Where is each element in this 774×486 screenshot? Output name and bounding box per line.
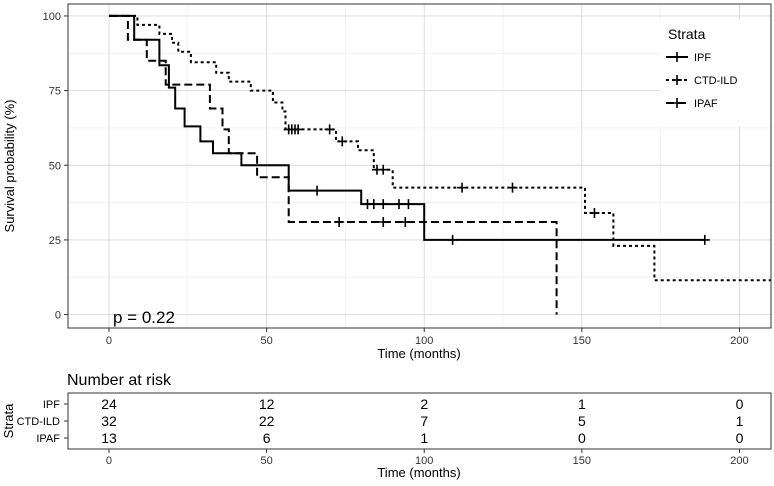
- risk-value-1-3: 5: [578, 413, 586, 429]
- y-tick-label-0: 0: [55, 310, 61, 322]
- risk-value-2-3: 0: [578, 430, 586, 446]
- x-tick-label-0: 0: [106, 335, 112, 347]
- legend-label-1: CTD-ILD: [694, 75, 737, 87]
- x-tick-label-2: 100: [415, 335, 433, 347]
- risk-table-title: Number at risk: [67, 372, 172, 389]
- legend-key-cross-1: [672, 75, 682, 85]
- censor-mark-ipf-0: [312, 185, 323, 196]
- risk-value-0-4: 0: [736, 396, 744, 412]
- risk-table-panel: [67, 392, 772, 450]
- risk-x-tick-label-4: 200: [730, 455, 748, 467]
- censor-mark-ctd-ild-4: [324, 124, 335, 135]
- series-line-ipaf: [109, 14, 558, 315]
- censor-mark-ctd-ild-3: [293, 124, 304, 135]
- risk-value-2-0: 13: [101, 430, 117, 446]
- plot-panel: [68, 4, 771, 328]
- risk-value-2-2: 1: [420, 430, 428, 446]
- censor-mark-ipaf-2: [400, 216, 411, 227]
- plot-border: [67, 3, 772, 329]
- risk-value-2-1: 6: [263, 430, 271, 446]
- risk-value-1-2: 7: [420, 413, 428, 429]
- x-tick-label-3: 150: [573, 335, 591, 347]
- x-tick-label-4: 200: [730, 335, 748, 347]
- survival-plot: 0 50 100 150 200 0 25 50 75 100 Time (months) Su…: [2, 3, 772, 361]
- risk-x-ticks: 0 50 100 150 200: [106, 449, 749, 467]
- y-ticks: 0 25 50 75 100: [43, 11, 68, 322]
- p-value-annotation: p = 0.22: [113, 308, 175, 327]
- censor-mark-ctd-ild-7: [378, 164, 389, 175]
- legend-entries: IPF CTD-ILD IPAF: [666, 52, 737, 110]
- x-ticks: 0 50 100 150 200: [106, 328, 749, 347]
- censor-mark-ipaf-0: [334, 216, 345, 227]
- legend-label-2: IPAF: [694, 98, 718, 110]
- censor-mark-ipf-7: [699, 234, 710, 245]
- censor-mark-ipf-4: [394, 199, 405, 210]
- risk-x-tick-label-0: 0: [106, 455, 112, 467]
- censor-mark-ctd-ild-5: [337, 136, 348, 147]
- plot-series: [109, 14, 771, 315]
- censor-mark-ipf-6: [447, 234, 458, 245]
- y-tick-label-1: 25: [49, 235, 61, 247]
- risk-value-1-4: 1: [736, 413, 744, 429]
- censor-mark-ipf-2: [368, 199, 379, 210]
- y-tick-label-2: 50: [49, 160, 61, 172]
- risk-value-0-2: 2: [420, 396, 428, 412]
- risk-x-tick-label-3: 150: [573, 455, 591, 467]
- risk-x-axis-title: Time (months): [377, 465, 460, 480]
- x-axis-title: Time (months): [377, 346, 460, 361]
- risk-row-label-1: CTD-ILD: [17, 416, 60, 428]
- risk-strata-label: Strata: [1, 403, 16, 438]
- y-tick-label-3: 75: [49, 86, 61, 98]
- risk-x-tick-label-2: 100: [415, 455, 433, 467]
- y-tick-label-4: 100: [43, 11, 61, 23]
- series-line-ctd-ild: [109, 14, 771, 282]
- censor-mark-ipaf-1: [378, 216, 389, 227]
- y-axis-title: Survival probability (%): [2, 100, 17, 233]
- risk-value-1-0: 32: [101, 413, 117, 429]
- risk-value-2-4: 0: [736, 430, 744, 446]
- risk-value-1-1: 22: [259, 413, 275, 429]
- legend: Strata IPF CTD-ILD IPAF: [660, 20, 770, 126]
- risk-value-0-1: 12: [259, 396, 275, 412]
- series-line-ipf: [109, 14, 705, 241]
- legend-key-cross-2: [672, 98, 682, 108]
- censor-mark-ctd-ild-9: [507, 182, 518, 193]
- risk-x-tick-label-1: 50: [260, 455, 272, 467]
- risk-row-label-0: IPF: [43, 399, 60, 411]
- censor-mark-ctd-ild-10: [589, 208, 600, 219]
- legend-title: Strata: [668, 26, 706, 42]
- censor-mark-ctd-ild-8: [457, 182, 468, 193]
- x-tick-label-1: 50: [260, 335, 272, 347]
- risk-row-label-2: IPAF: [36, 433, 60, 445]
- censor-mark-ipf-5: [403, 199, 414, 210]
- legend-key-cross-0: [672, 52, 682, 62]
- censor-mark-ipf-3: [378, 199, 389, 210]
- risk-value-0-0: 24: [101, 396, 117, 412]
- risk-value-0-3: 1: [578, 396, 586, 412]
- legend-label-0: IPF: [694, 52, 711, 64]
- legend-background: [660, 20, 770, 126]
